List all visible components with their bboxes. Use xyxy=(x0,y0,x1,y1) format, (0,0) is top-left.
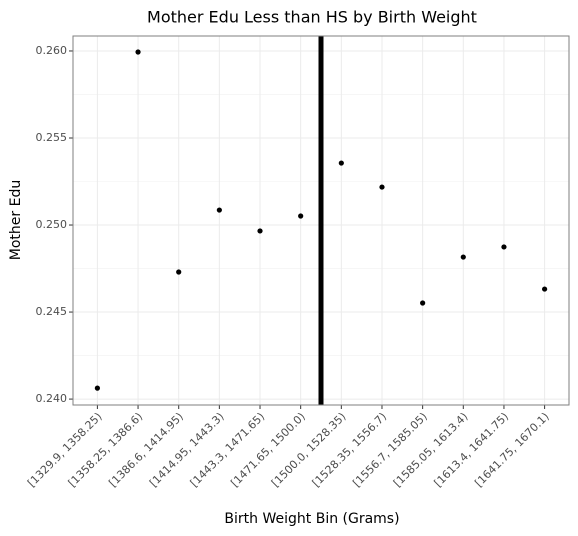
point xyxy=(94,385,100,391)
y-tick-label: 0.255 xyxy=(36,131,68,144)
y-tick-label: 0.260 xyxy=(36,44,68,57)
y-tick-label: 0.245 xyxy=(36,305,68,318)
point xyxy=(379,184,385,190)
point xyxy=(460,254,466,260)
y-tick-label: 0.250 xyxy=(36,218,68,231)
point xyxy=(542,286,548,292)
point xyxy=(216,207,222,213)
point xyxy=(501,244,507,250)
point xyxy=(420,300,426,306)
point xyxy=(298,213,304,219)
x-axis-title: Birth Weight Bin (Grams) xyxy=(224,511,399,527)
chart-title: Mother Edu Less than HS by Birth Weight xyxy=(147,8,477,27)
y-axis-title: Mother Edu xyxy=(8,180,24,260)
point xyxy=(257,228,263,234)
point xyxy=(176,269,182,275)
point xyxy=(135,49,141,55)
plot-border xyxy=(72,35,570,406)
point xyxy=(338,160,344,166)
y-tick-label: 0.240 xyxy=(36,392,68,405)
